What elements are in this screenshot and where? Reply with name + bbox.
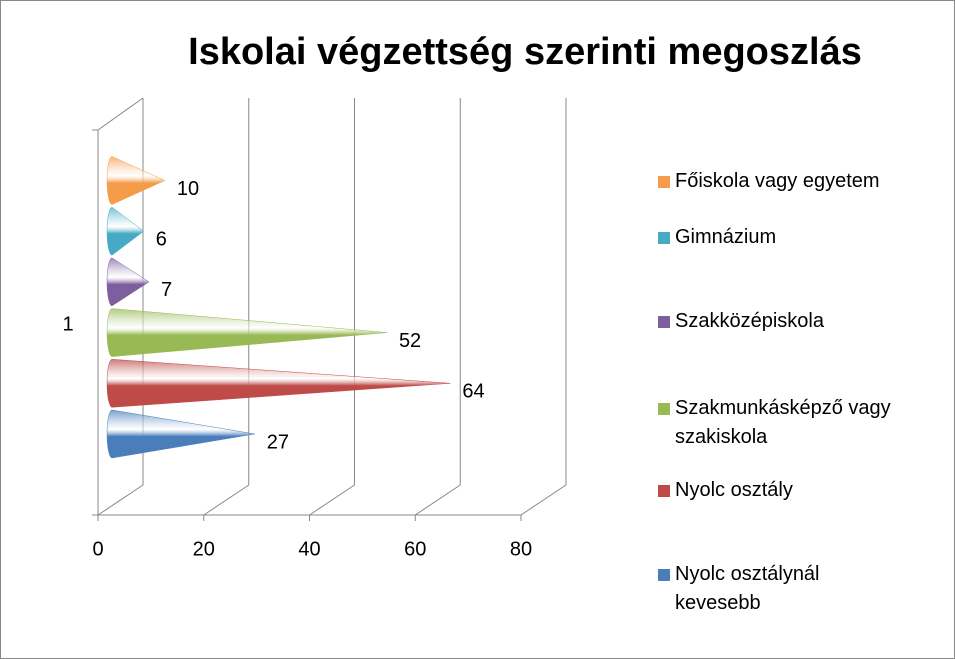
legend-label: Szakközépiskola	[675, 310, 824, 332]
legend-swatch	[658, 316, 670, 328]
legend-item: Főiskola vagy egyetem	[658, 167, 928, 196]
legend-item: Gimnázium	[658, 223, 928, 252]
data-label: 6	[156, 228, 167, 250]
cone	[106, 409, 255, 459]
axis-wall	[97, 97, 144, 131]
x-tick-label: 40	[298, 538, 320, 560]
legend-swatch	[658, 403, 670, 415]
x-tick-label: 80	[510, 538, 532, 560]
legend-swatch	[658, 176, 670, 188]
legend-label: Gimnázium	[675, 226, 777, 248]
grid-line	[97, 484, 144, 516]
data-label: 7	[161, 279, 172, 301]
cone	[106, 257, 150, 307]
legend-item: Szakközépiskola	[658, 307, 928, 336]
legend-label: Főiskola vagy egyetem	[675, 170, 880, 192]
x-tick-label: 0	[92, 538, 103, 560]
legend-item: Szakmunkásképző vagy szakiskola	[658, 394, 928, 452]
chart-title: Iskolai végzettség szerinti megoszlás	[188, 31, 862, 73]
data-label: 10	[177, 178, 199, 200]
legend-item: Nyolc osztálynál kevesebb	[658, 560, 928, 618]
cone	[106, 156, 166, 205]
cone	[106, 359, 451, 408]
legend-label: Nyolc osztály	[675, 479, 793, 501]
data-label: 27	[267, 431, 289, 453]
legend-label: Nyolc osztálynál kevesebb	[675, 563, 820, 614]
category-label: 1	[62, 313, 73, 335]
cone	[106, 206, 145, 256]
grid-line	[414, 484, 461, 516]
grid-line	[520, 484, 567, 516]
grid-line	[309, 484, 355, 516]
legend-swatch	[658, 569, 670, 581]
grid-line	[203, 484, 250, 516]
cone	[106, 308, 387, 357]
legend-label: Szakmunkásképző vagy szakiskola	[675, 397, 891, 448]
data-label: 52	[399, 330, 421, 352]
legend-swatch	[658, 485, 670, 497]
x-tick-label: 60	[404, 538, 426, 560]
data-label: 64	[462, 381, 484, 403]
legend-swatch	[658, 232, 670, 244]
legend-item: Nyolc osztály	[658, 476, 928, 505]
x-tick-label: 20	[193, 538, 215, 560]
